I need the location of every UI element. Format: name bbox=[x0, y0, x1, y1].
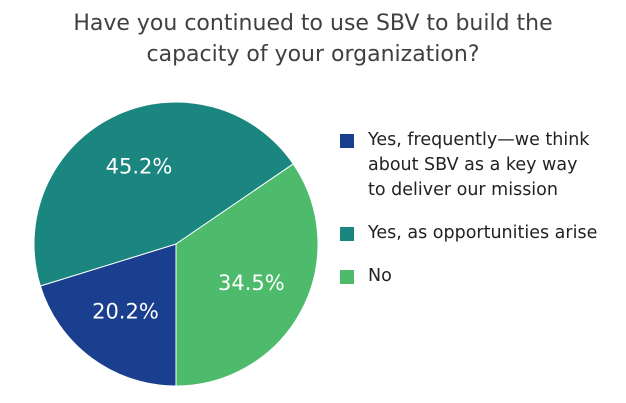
legend-label: Yes, frequently—we think about SBV as a … bbox=[368, 130, 590, 200]
legend-item: No bbox=[340, 264, 600, 289]
pie-slice bbox=[33, 101, 294, 287]
data-label: 20.2% bbox=[92, 300, 159, 324]
legend-item: Yes, as opportunities arise bbox=[340, 221, 600, 246]
legend-swatch bbox=[340, 227, 354, 241]
legend-swatch bbox=[340, 270, 354, 284]
chart-title: Have you continued to use SBV to build t… bbox=[73, 11, 553, 67]
data-label: 45.2% bbox=[106, 154, 173, 178]
legend-swatch bbox=[340, 134, 354, 148]
legend-label: No bbox=[368, 266, 392, 286]
pie-slice bbox=[175, 163, 319, 387]
legend: Yes, frequently—we think about SBV as a … bbox=[340, 128, 600, 307]
data-label: 34.5% bbox=[218, 271, 285, 295]
pie-slice bbox=[39, 243, 177, 387]
legend-item: Yes, frequently—we think about SBV as a … bbox=[340, 128, 600, 203]
legend-label: Yes, as opportunities arise bbox=[368, 223, 598, 243]
